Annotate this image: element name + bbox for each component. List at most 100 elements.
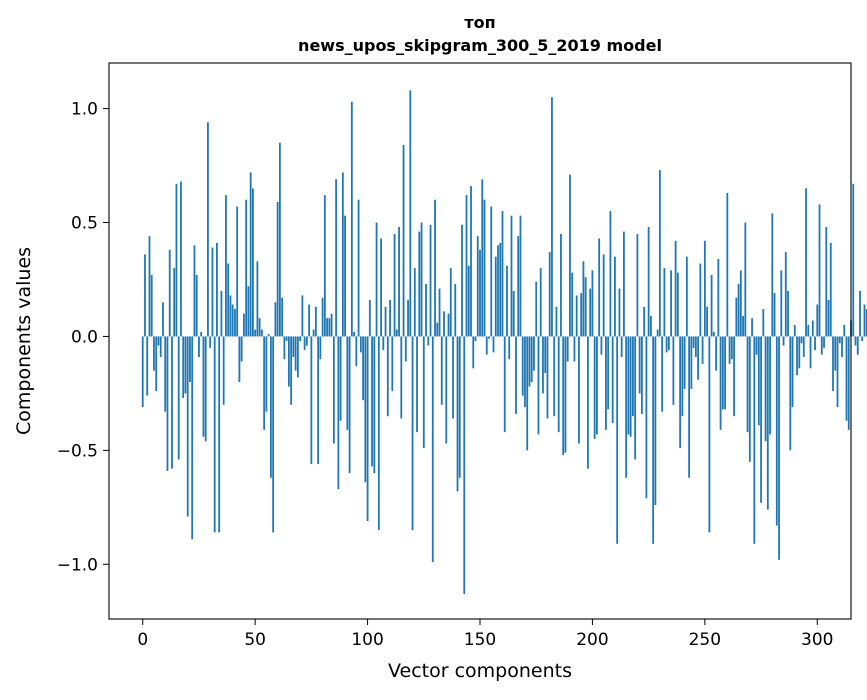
- bar-191: [571, 272, 574, 337]
- bar-81: [323, 195, 326, 337]
- bar-265: [737, 284, 740, 337]
- bar-273: [755, 336, 758, 355]
- y-axis-label: Components values: [13, 247, 35, 435]
- bar-150: [479, 249, 481, 337]
- bar-276: [762, 309, 765, 337]
- bar-180: [546, 336, 549, 419]
- bar-237: [674, 240, 677, 337]
- bar-262: [730, 336, 733, 360]
- bar-189: [566, 336, 569, 362]
- bar-155: [490, 206, 493, 337]
- bar-142: [461, 224, 463, 337]
- bar-248: [699, 263, 702, 337]
- bar-43: [238, 336, 241, 383]
- bar-211: [616, 336, 619, 544]
- bar-252: [708, 336, 711, 533]
- bar-179: [544, 336, 547, 373]
- bar-5: [153, 336, 155, 371]
- bar-37: [225, 195, 227, 337]
- bar-80: [321, 297, 324, 337]
- bar-287: [787, 290, 789, 337]
- bar-305: [827, 299, 830, 337]
- bar-55: [265, 336, 268, 412]
- bar-275: [760, 336, 762, 503]
- bar-32: [213, 336, 216, 533]
- bar-105: [377, 336, 380, 531]
- bar-115: [400, 336, 403, 419]
- bar-313: [845, 336, 848, 421]
- bar-101: [368, 299, 371, 337]
- bar-60: [276, 202, 279, 337]
- bar-102: [371, 336, 373, 467]
- bar-320: [861, 336, 864, 341]
- bar-18: [182, 336, 185, 398]
- bar-3: [148, 236, 151, 337]
- bar-111: [391, 336, 394, 392]
- bar-20: [186, 336, 189, 517]
- x-tick-label-3: 150: [464, 630, 496, 650]
- bar-322: [865, 309, 867, 337]
- bar-84: [330, 313, 333, 337]
- bar-303: [823, 336, 825, 348]
- bar-203: [598, 238, 601, 337]
- bar-123: [418, 231, 421, 337]
- bar-184: [555, 306, 558, 337]
- bar-128: [429, 224, 432, 337]
- bar-110: [389, 299, 391, 337]
- x-tick-label-0: 0: [137, 630, 148, 650]
- bar-314: [847, 336, 850, 430]
- bar-222: [640, 336, 643, 414]
- bar-224: [645, 336, 648, 499]
- bar-147: [472, 336, 475, 369]
- bar-249: [701, 336, 704, 364]
- bar-231: [661, 336, 664, 412]
- bar-73: [305, 336, 308, 346]
- bar-201: [593, 336, 596, 439]
- bar-131: [436, 322, 439, 337]
- bar-64: [285, 336, 288, 341]
- bar-29: [207, 122, 209, 337]
- bar-0: [141, 336, 144, 408]
- bar-321: [863, 304, 866, 337]
- bar-210: [614, 256, 616, 337]
- bar-194: [578, 336, 580, 444]
- bar-258: [721, 336, 724, 410]
- bar-290: [793, 325, 796, 337]
- bar-90: [344, 215, 346, 337]
- bar-34: [218, 336, 221, 533]
- bar-245: [692, 336, 695, 348]
- bar-59: [274, 302, 277, 337]
- bar-218: [632, 336, 634, 417]
- bar-221: [638, 336, 641, 394]
- bar-250: [703, 240, 706, 337]
- bar-159: [499, 243, 502, 337]
- bar-253: [710, 274, 713, 337]
- bar-297: [809, 336, 812, 369]
- bar-112: [393, 233, 396, 337]
- bar-25: [198, 336, 200, 357]
- bar-158: [497, 245, 499, 337]
- bar-136: [447, 313, 450, 337]
- y-axis-ticks: −1.0 −0.5 0.0 0.5 1.0: [57, 100, 109, 575]
- bar-187: [562, 336, 565, 455]
- bar-96: [357, 199, 360, 337]
- bar-38: [227, 263, 230, 337]
- bar-279: [769, 336, 771, 435]
- bar-27: [202, 336, 205, 437]
- bar-282: [775, 336, 778, 526]
- bar-88: [339, 336, 342, 421]
- bar-173: [530, 336, 533, 383]
- bar-317: [854, 336, 857, 346]
- bar-149: [476, 236, 479, 337]
- bar-242: [685, 256, 688, 337]
- bar-195: [580, 293, 583, 337]
- bar-40: [231, 304, 234, 337]
- bar-63: [283, 336, 286, 360]
- bar-100: [366, 336, 369, 522]
- chart-title-line1: топ: [464, 13, 495, 32]
- bar-244: [690, 336, 693, 389]
- bar-21: [189, 336, 191, 383]
- bar-134: [443, 311, 445, 337]
- bar-293: [800, 336, 803, 344]
- bar-86: [335, 179, 337, 337]
